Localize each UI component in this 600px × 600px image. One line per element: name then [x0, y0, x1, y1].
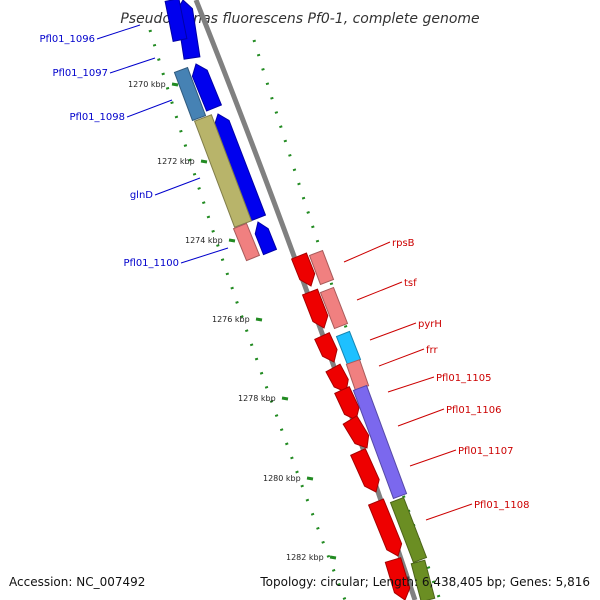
leader-right-4	[378, 348, 425, 367]
scale-mark	[228, 238, 236, 243]
gene-label-right: Pfl01_1105	[436, 373, 492, 384]
gene-label-right: tsf	[404, 278, 417, 289]
left-gene-1098	[173, 66, 207, 122]
minus-arrow-5-body	[334, 385, 360, 421]
scale-mark	[255, 317, 263, 322]
scale-label: 1278 kbp	[238, 394, 276, 403]
plus-arrow-1097	[191, 63, 223, 112]
minus-arrow-3-body	[314, 331, 338, 363]
scale-mark	[200, 159, 208, 164]
gene-label-right: Pfl01_1108	[474, 500, 530, 511]
gene-label-right: Pfl01_1106	[446, 405, 502, 416]
scale-label: 1270 kbp	[128, 80, 166, 89]
right-gene-box-6-body	[389, 496, 428, 564]
minus-arrow-5	[334, 385, 360, 421]
gene-label-left: Pfl01_1100	[123, 258, 179, 269]
leader-right-3	[369, 322, 417, 341]
minus-arrow-8-body	[367, 498, 403, 557]
leader-right-5	[387, 376, 435, 393]
leader-left-4	[154, 177, 201, 196]
gene-label-right: pyrH	[418, 319, 442, 330]
scale-label: 1282 kbp	[286, 553, 324, 562]
left-gene-glnd	[193, 114, 253, 228]
right-gene-box-4-body	[345, 359, 370, 391]
minus-arrow-9	[384, 557, 411, 600]
gene-label-right: Pfl01_1107	[458, 446, 514, 457]
right-gene-box-2-body	[319, 286, 349, 330]
gene-label-left: Pfl01_1097	[52, 68, 108, 79]
right-gene-box-7-body	[410, 559, 436, 600]
gene-label-left: Pfl01_1098	[69, 112, 125, 123]
scale-mark	[329, 555, 337, 560]
leader-right-2	[356, 281, 403, 301]
minus-arrow-9-body	[384, 557, 411, 600]
minus-arrow-4	[325, 363, 349, 393]
gene-label-left: glnD	[130, 190, 153, 201]
left-gene-1096-body	[164, 0, 188, 42]
right-gene-box-1	[308, 249, 335, 286]
right-gene-box-5	[352, 384, 408, 500]
right-gene-box-7	[410, 559, 436, 600]
leader-left-2	[109, 57, 156, 74]
right-gene-box-5-body	[352, 384, 408, 500]
minus-arrow-8	[367, 498, 403, 557]
leader-right-1	[343, 241, 391, 263]
scale-label: 1280 kbp	[263, 474, 301, 483]
leader-right-7	[409, 449, 457, 467]
plus-arrow-1097-body	[191, 63, 223, 112]
minus-arrow-1-body	[290, 252, 316, 287]
accession-text: Accession: NC_007492	[9, 575, 145, 589]
gene-labels: Pfl01_1096 Pfl01_1097 Pfl01_1098 glnD Pfl01_…	[39, 24, 530, 521]
leader-left-3	[126, 99, 173, 118]
plus-arrow-1100	[254, 221, 278, 256]
left-gene-1100-body	[232, 222, 261, 262]
tick-row-outer	[252, 39, 442, 600]
left-gene-1096	[164, 0, 188, 42]
right-gene-box-2	[319, 286, 349, 330]
leader-left-5	[180, 247, 229, 264]
scale-mark	[171, 82, 179, 87]
scale-label: 1272 kbp	[157, 157, 195, 166]
leader-left-1	[96, 24, 141, 40]
gene-label-right: rpsB	[392, 238, 415, 249]
right-gene-box-3	[335, 330, 362, 366]
gene-label-left: Pfl01_1096	[39, 34, 95, 45]
minus-arrow-7-body	[350, 448, 380, 493]
scale-mark	[281, 396, 289, 401]
genome-title: Pseudomonas fluorescens Pf0-1, complete …	[120, 11, 479, 27]
leader-right-6	[397, 408, 445, 427]
right-gene-box-3-body	[335, 330, 362, 366]
scale-label: 1276 kbp	[212, 315, 250, 324]
left-gene-1100	[232, 222, 261, 262]
scale-labels: 1270 kbp 1272 kbp 1274 kbp 1276 kbp 1278 kbp…	[128, 80, 337, 562]
minus-arrow-1	[290, 252, 316, 287]
topology-text: Topology: circular; Length: 6,438,405 bp…	[259, 575, 590, 589]
gene-features	[164, 0, 436, 600]
left-gene-1098-body	[173, 66, 207, 122]
gene-label-right: frr	[426, 345, 438, 356]
minus-arrow-7	[350, 448, 380, 493]
right-gene-box-1-body	[308, 249, 335, 286]
minus-arrow-2-body	[301, 288, 329, 329]
plus-arrow-1100-body	[254, 221, 278, 256]
minus-arrow-6	[342, 415, 370, 449]
minus-arrow-2	[301, 288, 329, 329]
scale-mark	[306, 476, 314, 481]
minus-arrow-6-body	[342, 415, 370, 449]
scale-label: 1274 kbp	[185, 236, 223, 245]
right-gene-box-4	[345, 359, 370, 391]
right-gene-box-6	[389, 496, 428, 564]
leader-right-8	[425, 503, 473, 521]
left-gene-glnd-body	[193, 114, 253, 228]
minus-arrow-3	[314, 331, 338, 363]
minus-arrow-4-body	[325, 363, 349, 393]
